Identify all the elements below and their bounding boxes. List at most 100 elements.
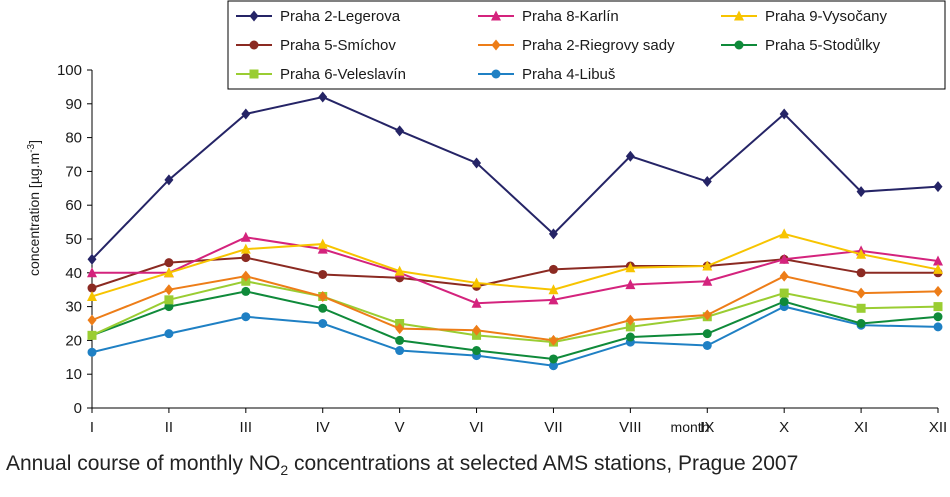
x-tick-label: XI xyxy=(854,419,868,436)
data-point xyxy=(318,290,328,302)
data-point xyxy=(933,181,943,193)
legend-item-praha-8-karlin: Praha 8-Karlín xyxy=(478,8,619,25)
data-point xyxy=(241,270,251,282)
legend-item-praha-5-stodulky: Praha 5-Stodůlky xyxy=(721,37,881,54)
line-chart: Praha 2-Legerova Praha 8-Karlín Praha 9-Vy… xyxy=(26,0,947,436)
data-point xyxy=(548,228,558,240)
data-point xyxy=(779,228,790,239)
data-point xyxy=(702,176,712,188)
x-tick-label: III xyxy=(240,419,253,436)
data-point xyxy=(318,91,328,103)
data-point xyxy=(702,309,712,321)
legend-label: Praha 5-Smíchov xyxy=(280,37,396,54)
data-point xyxy=(318,303,328,313)
data-point xyxy=(317,243,328,254)
caption-subscript: 2 xyxy=(280,462,289,479)
data-point xyxy=(779,297,789,307)
data-point xyxy=(471,277,482,288)
data-point xyxy=(163,267,174,278)
data-point xyxy=(241,253,251,263)
data-point xyxy=(625,314,635,326)
data-point xyxy=(933,255,943,266)
legend-marker xyxy=(734,10,744,21)
series-line xyxy=(91,290,939,361)
x-tick-label: VIII xyxy=(619,419,642,436)
x-axis-label: month xyxy=(671,419,710,435)
data-point xyxy=(395,335,405,345)
data-point xyxy=(702,275,713,286)
legend-item-praha-5-smichov: Praha 5-Smíchov xyxy=(236,37,396,54)
data-point xyxy=(395,125,405,137)
data-point xyxy=(87,253,97,265)
data-point xyxy=(548,354,558,364)
legend-marker xyxy=(491,69,501,79)
data-point xyxy=(471,297,482,308)
y-tick-label: 40 xyxy=(65,265,82,282)
y-tick-label: 30 xyxy=(65,299,82,316)
series-praha-2-riegrovy-sady xyxy=(87,270,943,346)
figure-caption: Annual course of monthly NO2 concentrati… xyxy=(6,452,798,478)
data-point xyxy=(856,287,866,299)
legend: Praha 2-Legerova Praha 8-Karlín Praha 9-Vy… xyxy=(236,8,888,83)
series-praha-2-legerova xyxy=(87,91,943,265)
data-point xyxy=(241,286,251,296)
y-tick-label: 80 xyxy=(65,130,82,147)
legend-label: Praha 2-Legerova xyxy=(280,8,401,25)
x-tick-label: II xyxy=(165,419,173,436)
legend-label: Praha 2-Riegrovy sady xyxy=(522,37,675,54)
legend-marker xyxy=(249,10,259,22)
data-point xyxy=(702,260,713,271)
data-point xyxy=(318,319,328,328)
data-point xyxy=(933,302,943,312)
legend-item-praha-2-riegrovy-sady: Praha 2-Riegrovy sady xyxy=(478,37,675,54)
legend-label: Praha 9-Vysočany xyxy=(765,8,888,25)
x-tick-label: XII xyxy=(929,419,947,436)
legend-item-praha-9-vysocany: Praha 9-Vysočany xyxy=(721,8,888,25)
data-point xyxy=(164,295,174,305)
data-point xyxy=(317,238,328,249)
series-line xyxy=(91,275,939,342)
data-point xyxy=(856,268,866,278)
x-tick-label: IX xyxy=(700,419,714,436)
series-layer xyxy=(87,91,943,371)
data-point xyxy=(779,270,789,282)
data-point xyxy=(164,329,174,339)
data-point xyxy=(394,265,405,276)
data-point xyxy=(164,174,174,186)
data-point xyxy=(933,312,943,322)
y-tick-label: 50 xyxy=(65,231,82,248)
data-point xyxy=(625,322,635,332)
series-praha-8-karlin xyxy=(87,231,943,308)
data-point xyxy=(241,108,251,120)
data-point xyxy=(164,258,174,268)
legend-marker xyxy=(491,39,501,51)
legend-label: Praha 4-Libuš xyxy=(522,66,615,83)
data-point xyxy=(87,347,97,357)
data-point xyxy=(548,264,558,274)
legend-marker xyxy=(249,40,259,50)
data-point xyxy=(702,329,712,339)
data-point xyxy=(548,334,558,346)
data-point xyxy=(933,322,943,332)
legend-item-praha-2-legerova: Praha 2-Legerova xyxy=(236,8,401,25)
series-line xyxy=(91,280,939,344)
series-praha-4-libus xyxy=(87,302,943,371)
data-point xyxy=(472,346,482,356)
data-point xyxy=(318,269,328,279)
data-point xyxy=(625,150,635,162)
data-point xyxy=(164,284,174,296)
y-tick-label: 10 xyxy=(65,366,82,383)
data-point xyxy=(472,157,482,169)
data-point xyxy=(779,253,790,264)
data-point xyxy=(87,283,97,293)
series-line xyxy=(91,232,939,298)
data-point xyxy=(856,248,867,259)
y-tick-label: 70 xyxy=(65,163,82,180)
series-praha-9-vysocany xyxy=(87,228,943,301)
data-point xyxy=(856,319,866,328)
data-point xyxy=(933,263,943,274)
x-tick-label: V xyxy=(395,419,405,436)
data-point xyxy=(472,324,482,336)
y-tick-label: 20 xyxy=(65,332,82,349)
